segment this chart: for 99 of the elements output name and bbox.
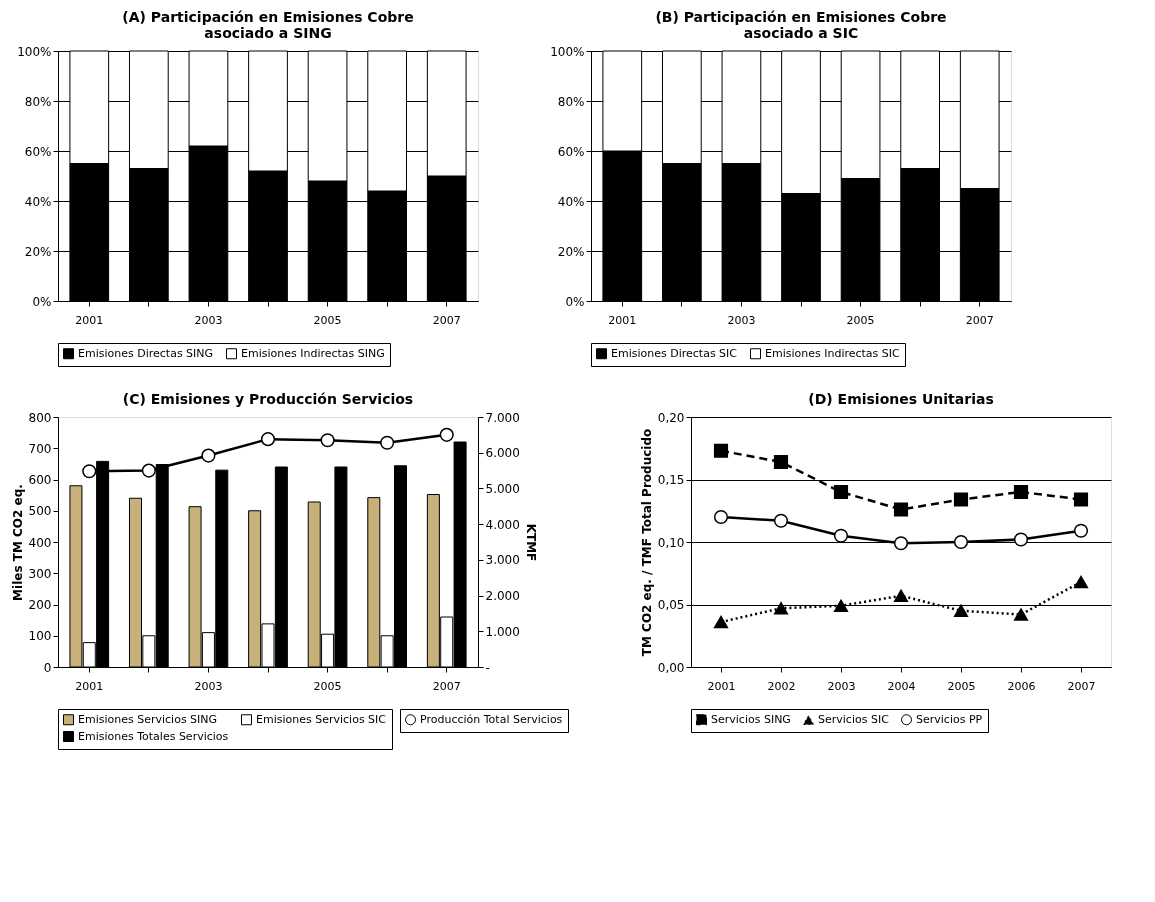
y-tick-label: 60% xyxy=(24,144,52,159)
point xyxy=(320,433,335,448)
y-tick-label: 400 xyxy=(28,535,52,550)
point xyxy=(773,454,789,470)
y-tick-label: 700 xyxy=(28,441,52,456)
point xyxy=(1013,484,1029,500)
x-tick-label: 2003 xyxy=(827,679,856,693)
point xyxy=(260,432,276,447)
point xyxy=(439,427,454,442)
y-tick-label: 0 xyxy=(43,660,52,675)
chart-title: (B) Participación en Emisiones Cobre asociado a SIC xyxy=(655,9,947,41)
point xyxy=(1073,575,1089,589)
legend-label: Emisiones Totales Servicios xyxy=(78,729,229,743)
y-axis-title: TM CO2 eq. / TMF Total Producido xyxy=(639,428,654,657)
legend-label: Servicios SIC xyxy=(818,713,890,727)
point xyxy=(713,443,729,458)
point xyxy=(141,463,156,478)
y2-tick-label: - xyxy=(485,660,490,675)
point xyxy=(833,599,849,612)
chart-title: (D) Emisiones Unitarias xyxy=(808,391,994,407)
legend-label: Servicios PP xyxy=(916,712,983,726)
y-tick-label: 100% xyxy=(17,44,52,59)
x-tick-label: 2007 xyxy=(432,679,461,693)
y-tick-label: 80% xyxy=(557,94,585,109)
x-tick-label: 2001 xyxy=(75,679,104,693)
point xyxy=(893,536,909,551)
y-tick-label: 60% xyxy=(557,144,585,159)
y-tick-label: 0,10 xyxy=(657,535,685,550)
point xyxy=(953,534,969,550)
chart-title: (A) Participación en Emisiones Cobre asociado a SING xyxy=(122,9,414,41)
y2-tick-label: 6.000 xyxy=(485,446,520,461)
legend-label: Emisiones Servicios SIC xyxy=(256,712,387,726)
y-tick-label: 80% xyxy=(24,94,52,109)
y-tick-label: 20% xyxy=(557,244,585,259)
point xyxy=(1013,608,1029,621)
point xyxy=(713,615,729,629)
x-tick-label: 2003 xyxy=(194,679,223,693)
y-tick-label: 0,05 xyxy=(657,598,685,612)
y2-tick-label: 7.000 xyxy=(485,410,520,425)
x-tick-label: 2003 xyxy=(727,313,756,327)
point xyxy=(953,492,969,507)
y-tick-label: 600 xyxy=(28,473,52,487)
y-tick-label: 100 xyxy=(28,629,52,644)
y-tick-label: 40% xyxy=(557,194,585,209)
y-tick-label: 20% xyxy=(24,244,52,259)
y-tick-label: 0,15 xyxy=(657,473,685,487)
y2-tick-label: 2.000 xyxy=(485,589,520,604)
y2-tick-label: 3.000 xyxy=(485,553,520,568)
legend-label: Emisiones Servicios SING xyxy=(78,712,218,726)
y-tick-label: 800 xyxy=(28,410,52,425)
point xyxy=(82,464,97,479)
y2-axis-title: KTMF xyxy=(523,523,538,562)
y-tick-label: 40% xyxy=(24,194,52,209)
y-tick-label: 500 xyxy=(28,504,52,519)
point xyxy=(1073,492,1089,507)
y-tick-label: 0% xyxy=(565,294,585,309)
x-tick-label: 2005 xyxy=(313,679,342,693)
x-tick-label: 2007 xyxy=(965,313,994,327)
point xyxy=(380,435,395,450)
x-tick-label: 2007 xyxy=(1067,679,1096,693)
point xyxy=(893,589,909,602)
point xyxy=(1073,523,1089,538)
x-tick-label: 2005 xyxy=(947,679,976,693)
x-tick-label: 2002 xyxy=(767,679,796,693)
chart-title: (C) Emisiones y Producción Servicios xyxy=(122,391,414,407)
x-tick-label: 2005 xyxy=(846,313,875,327)
y-tick-label: 0% xyxy=(32,294,52,309)
point xyxy=(1013,532,1029,547)
x-tick-label: 2003 xyxy=(194,313,223,327)
y2-tick-label: 4.000 xyxy=(485,517,520,532)
point xyxy=(773,513,789,528)
point xyxy=(713,509,729,525)
y2-tick-label: 1.000 xyxy=(485,624,520,639)
y-tick-label: 300 xyxy=(28,566,52,581)
x-tick-label: 2007 xyxy=(432,313,461,327)
point xyxy=(893,502,909,517)
y-tick-label: 100% xyxy=(550,44,585,59)
legend-label: Emisiones Directas SIC xyxy=(611,346,738,360)
x-tick-label: 2005 xyxy=(313,313,342,327)
x-tick-label: 2004 xyxy=(887,679,916,693)
y-axis-title: Miles TM CO2 eq. xyxy=(10,484,25,601)
y-tick-label: 200 xyxy=(28,598,52,612)
x-tick-label: 2006 xyxy=(1007,679,1036,693)
x-tick-label: 2001 xyxy=(707,679,736,693)
legend-label: Servicios SING xyxy=(711,712,791,726)
y2-tick-label: 5.000 xyxy=(485,481,520,496)
y-tick-label: 0,20 xyxy=(657,410,685,425)
legend-label: Emisiones Indirectas SIC xyxy=(765,346,901,360)
point xyxy=(201,448,216,463)
point xyxy=(773,602,789,615)
x-tick-label: 2001 xyxy=(608,313,637,327)
y-tick-label: 0,00 xyxy=(657,660,685,675)
point xyxy=(953,604,969,617)
legend-label: Emisiones Directas SING xyxy=(78,346,214,360)
legend-label: Producción Total Servicios xyxy=(420,712,563,726)
point xyxy=(833,528,849,543)
legend-label: Emisiones Indirectas SING xyxy=(241,346,385,360)
point xyxy=(833,484,849,500)
x-tick-label: 2001 xyxy=(75,313,104,327)
